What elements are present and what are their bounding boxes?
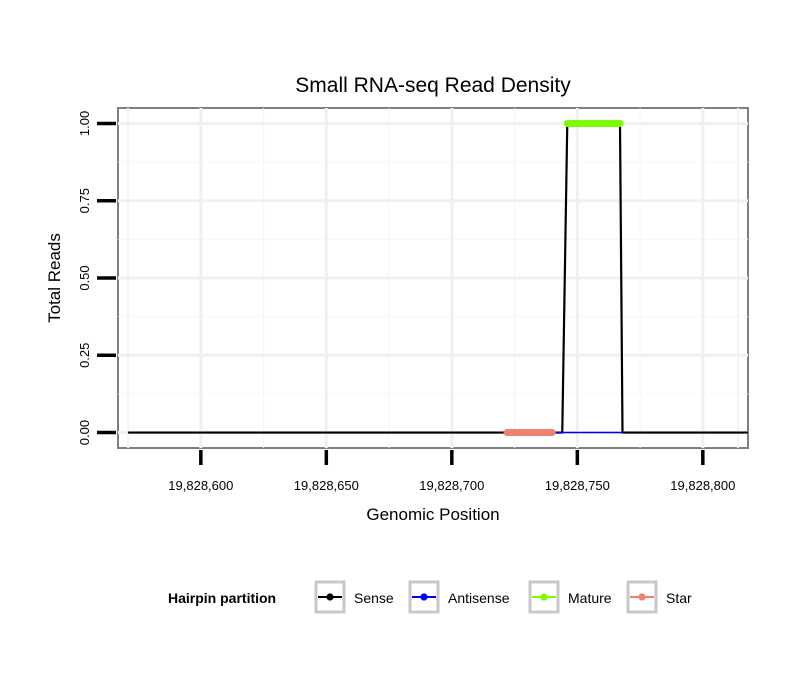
legend-title: Hairpin partition: [168, 590, 276, 606]
chart-title: Small RNA-seq Read Density: [295, 74, 571, 97]
legend-key-dot: [540, 593, 548, 601]
legend-key-dot: [638, 593, 646, 601]
legend-item-mature: Mature: [528, 580, 612, 614]
x-tick-label: 19,828,800: [670, 478, 735, 493]
legend-key-dot: [420, 593, 428, 601]
legend-label: Mature: [568, 590, 612, 606]
y-tick-label: 1.00: [77, 111, 92, 136]
x-tick-label: 19,828,700: [419, 478, 484, 493]
legend-label: Antisense: [448, 590, 510, 606]
y-tick-label: 0.75: [77, 188, 92, 213]
x-tick-label: 19,828,650: [294, 478, 359, 493]
y-tick-label: 0.50: [77, 265, 92, 290]
y-axis: 0.00 0.25 0.50 0.75 1.00: [77, 111, 116, 445]
legend-item-sense: Sense: [314, 580, 394, 614]
series-layer: [128, 119, 748, 437]
legend-item-antisense: Antisense: [408, 580, 510, 614]
x-tick-label: 19,828,750: [545, 478, 610, 493]
legend-label: Sense: [354, 590, 394, 606]
y-tick-label: 0.25: [77, 343, 92, 368]
y-axis-title: Total Reads: [45, 233, 64, 323]
legend-label: Star: [666, 590, 692, 606]
legend-item-star: Star: [626, 580, 692, 614]
legend-items: Sense Antisense Mature Star: [314, 580, 692, 614]
legend: Hairpin partition Sense Antisense Mature St…: [168, 580, 692, 614]
x-axis-title: Genomic Position: [366, 505, 499, 524]
y-tick-label: 0.00: [77, 420, 92, 445]
x-tick-label: 19,828,600: [168, 478, 233, 493]
legend-key-dot: [326, 593, 334, 601]
x-axis: 19,828,600 19,828,650 19,828,700 19,828,750…: [168, 450, 735, 493]
